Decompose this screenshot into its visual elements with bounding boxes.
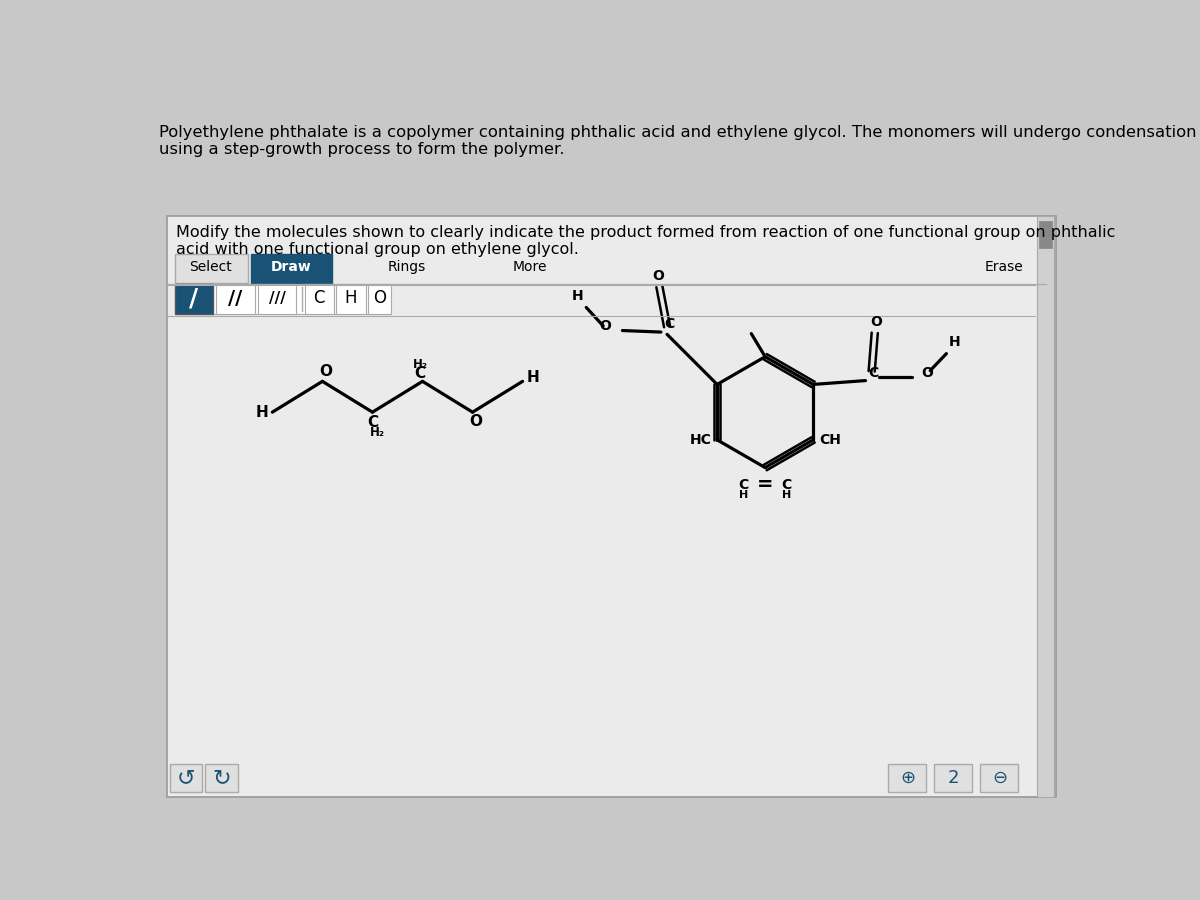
Text: //: // <box>228 289 242 308</box>
Bar <box>170 764 203 792</box>
Text: O: O <box>319 364 332 379</box>
Bar <box>251 254 331 283</box>
Text: C: C <box>868 366 878 380</box>
Text: ⊕: ⊕ <box>900 769 916 787</box>
Text: More: More <box>514 260 547 274</box>
Text: H₂: H₂ <box>370 426 384 438</box>
Text: H: H <box>344 289 358 307</box>
Text: H₂: H₂ <box>413 358 427 371</box>
Bar <box>305 284 334 313</box>
Text: /: / <box>190 286 198 310</box>
Text: Rings: Rings <box>388 260 426 274</box>
Text: O: O <box>922 366 934 380</box>
Text: HC: HC <box>689 433 712 447</box>
Text: acid with one functional group on ethylene glycol.: acid with one functional group on ethyle… <box>176 242 578 257</box>
Text: H: H <box>256 405 268 419</box>
Text: ↻: ↻ <box>212 768 230 788</box>
Text: H: H <box>739 490 749 500</box>
Bar <box>174 254 247 283</box>
Text: ///: /// <box>269 291 286 306</box>
Text: Select: Select <box>190 260 232 274</box>
Bar <box>368 284 391 313</box>
Text: =: = <box>757 475 774 494</box>
Text: using a step-growth process to form the polymer.: using a step-growth process to form the … <box>160 142 565 157</box>
Text: 2: 2 <box>948 769 960 787</box>
Text: O: O <box>870 315 882 329</box>
Bar <box>216 284 254 313</box>
Text: C: C <box>313 289 325 307</box>
Text: ↺: ↺ <box>176 768 196 788</box>
Text: C: C <box>367 416 378 430</box>
Bar <box>336 284 366 313</box>
Text: H: H <box>949 335 961 349</box>
Text: O: O <box>469 414 482 429</box>
Text: C: C <box>781 478 792 491</box>
Text: C: C <box>665 317 674 330</box>
Bar <box>934 764 972 792</box>
Bar <box>1037 216 1054 797</box>
Bar <box>205 764 238 792</box>
Bar <box>980 764 1019 792</box>
Text: O: O <box>652 269 664 283</box>
Text: C: C <box>738 478 749 491</box>
Bar <box>174 284 214 313</box>
Text: Polyethylene phthalate is a copolymer containing phthalic acid and ethylene glyc: Polyethylene phthalate is a copolymer co… <box>160 125 1196 140</box>
Text: O: O <box>600 319 612 333</box>
Text: Erase: Erase <box>984 260 1024 274</box>
Bar <box>258 284 296 313</box>
Text: O: O <box>373 289 386 307</box>
Text: Draw: Draw <box>270 260 311 274</box>
Bar <box>167 216 1056 797</box>
Text: H: H <box>527 370 539 385</box>
Text: H: H <box>572 289 583 303</box>
Text: CH: CH <box>820 433 841 447</box>
Bar <box>888 764 926 792</box>
Text: ⊖: ⊖ <box>992 769 1008 787</box>
Bar <box>174 284 390 313</box>
Text: C: C <box>415 366 426 382</box>
Bar <box>1038 221 1052 248</box>
Text: H: H <box>782 490 791 500</box>
Text: Modify the molecules shown to clearly indicate the product formed from reaction : Modify the molecules shown to clearly in… <box>176 225 1116 240</box>
